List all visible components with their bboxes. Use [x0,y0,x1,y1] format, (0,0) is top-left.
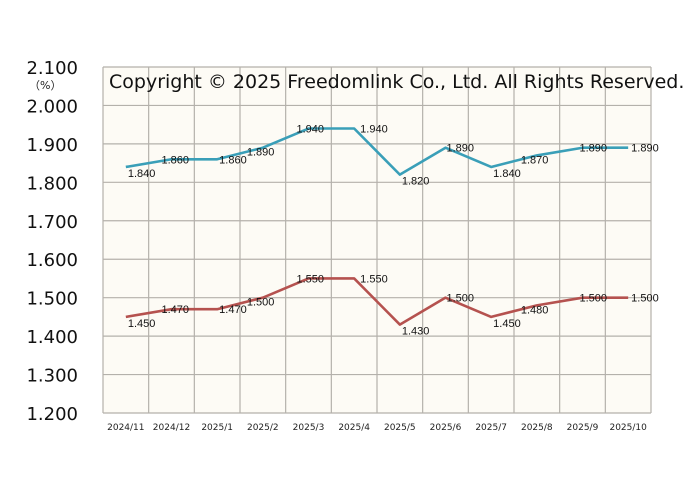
data-label: 1.860 [219,154,247,166]
y-tick-label: 1.900 [26,135,78,156]
y-tick-label: 1.400 [26,327,78,348]
data-label: 1.870 [521,154,549,166]
series-line-upper [125,127,629,176]
y-axis-ticks: 1.200 1.300 1.400 1.500 1.600 1.700 1.800 1.900… [26,58,78,425]
data-label: 1.450 [128,318,156,330]
x-tick-label: 2024/11 [107,423,144,433]
data-label: 1.890 [247,147,275,159]
x-tick-label: 2024/12 [153,423,190,433]
data-label: 1.500 [447,293,475,305]
data-label: 1.820 [402,176,430,188]
x-tick-label: 2025/7 [475,423,507,433]
y-tick-label: 2.100 [26,58,78,79]
data-label: 1.890 [631,143,659,155]
y-tick-label: 2.000 [26,96,78,117]
y-tick-label: 1.200 [26,404,78,425]
x-tick-label: 2025/10 [609,423,647,433]
x-tick-label: 2025/5 [384,423,416,433]
data-label: 1.840 [128,168,156,180]
data-label: 1.500 [631,293,659,305]
x-tick-label: 2025/1 [201,423,233,433]
data-label: 1.450 [493,318,521,330]
y-tick-label: 1.500 [26,289,78,310]
x-tick-label: 2025/6 [430,423,462,433]
x-tick-label: 2025/2 [247,423,279,433]
copyright-title: Copyright © 2025 Freedomlink Co., Ltd. A… [109,71,684,93]
data-label: 1.840 [493,168,521,180]
series-lines [125,127,629,326]
y-tick-label: 1.600 [26,250,78,271]
data-label: 1.860 [162,154,190,166]
y-tick-label: 1.700 [26,212,78,233]
data-label: 1.940 [360,124,388,136]
data-label: 1.550 [360,273,388,285]
x-tick-label: 2025/8 [521,423,553,433]
y-tick-label: 1.300 [26,366,78,387]
data-label: 1.890 [447,143,475,155]
data-label: 1.940 [297,124,325,136]
data-label: 1.480 [521,304,549,316]
y-tick-label: 1.800 [26,173,78,194]
data-label: 1.890 [580,143,608,155]
y-axis-unit-label: （%） [29,79,61,92]
series-line-lower [125,277,629,326]
data-label: 1.470 [219,304,247,316]
data-label: 1.550 [297,273,325,285]
x-tick-label: 2025/3 [293,423,325,433]
x-tick-label: 2025/4 [338,423,370,433]
x-tick-label: 2025/9 [567,423,599,433]
x-axis-ticks: 2024/11 2024/12 2025/1 2025/2 2025/3 2025/4 20… [107,423,647,433]
data-label: 1.470 [162,304,190,316]
grid [102,66,652,414]
data-label: 1.500 [247,297,275,309]
data-label: 1.500 [580,293,608,305]
data-label: 1.430 [402,326,430,338]
